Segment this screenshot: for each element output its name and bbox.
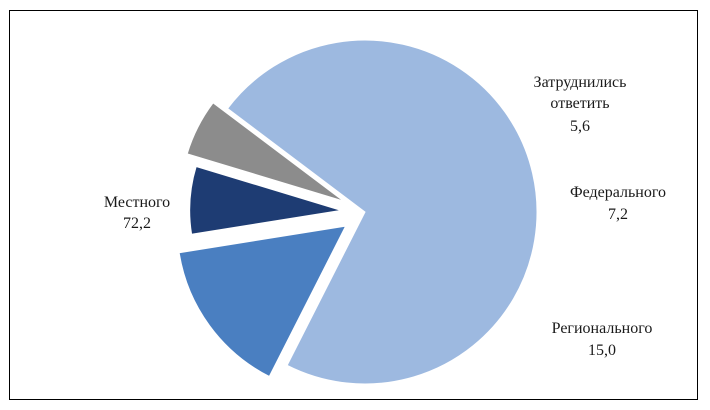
slice-zatrudnilis: [186, 102, 344, 202]
label-zatrudnilis-line1: Затруднились: [534, 74, 627, 91]
label-mestnogo: Местного: [104, 194, 170, 211]
slice-mestnogo: [226, 39, 538, 385]
label-regionalnogo: Регионального: [552, 320, 653, 337]
slice-federalnogo: [189, 165, 342, 235]
slice-regionalnogo: [178, 225, 347, 378]
value-mestnogo: 72,2: [123, 215, 151, 232]
value-regionalnogo: 15,0: [588, 342, 616, 359]
value-zatrudnilis: 5,6: [570, 118, 590, 135]
value-federalnogo: 7,2: [608, 206, 628, 223]
label-federalnogo: Федерального: [570, 184, 666, 201]
label-zatrudnilis-line2: ответить: [550, 95, 609, 112]
